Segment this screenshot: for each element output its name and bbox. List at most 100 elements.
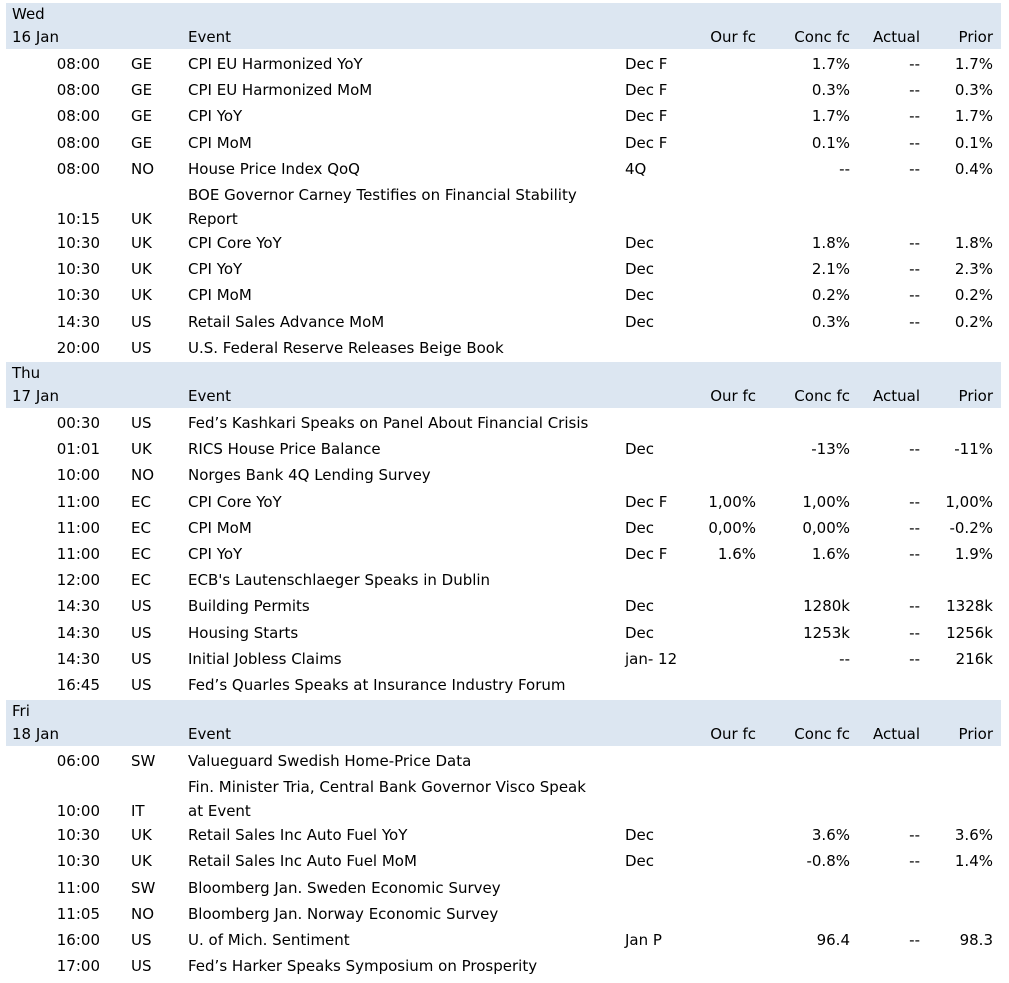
table-row: 06:00 SW Valueguard Swedish Home-Price Dat… <box>6 751 1001 777</box>
row-prior: 0.1% <box>954 133 993 152</box>
row-event: Fed’s Quarles Speaks at Insurance Indust… <box>188 676 566 694</box>
table-row: 08:00 GE CPI EU Harmonized YoY Dec F 1.7% -- 1… <box>6 54 1001 80</box>
row-event: CPI MoM <box>188 518 252 537</box>
row-actual: -- <box>909 159 920 178</box>
row-conc-fc: 0.2% <box>811 286 850 305</box>
row-period: jan- 12 <box>625 649 678 668</box>
table-row: 10:00 NO Norges Bank 4Q Lending Survey <box>6 465 1001 491</box>
row-event: Bloomberg Jan. Sweden Economic Survey <box>188 878 501 897</box>
row-event: CPI YoY <box>188 260 243 279</box>
row-conc-fc: 0,00% <box>802 518 850 537</box>
row-event: Retail Sales Inc Auto Fuel MoM <box>188 852 417 871</box>
header-actual: Actual <box>873 387 920 405</box>
row-period: Dec <box>625 518 655 537</box>
row-time: 11:00 <box>56 545 100 563</box>
row-period: Jan P <box>625 931 662 949</box>
day-header: Fri 18 Jan Event Our fc Conc fc Actual Prior <box>6 700 1001 746</box>
row-event: Bloomberg Jan. Norway Economic Survey <box>188 904 499 923</box>
table-row: 10:30 UK CPI Core YoY Dec 1.8% -- 1.8% <box>6 233 1001 259</box>
row-actual: -- <box>909 440 920 459</box>
row-period: Dec F <box>625 133 668 152</box>
row-country: US <box>131 676 152 694</box>
header-conc-fc: Conc fc <box>794 725 850 743</box>
row-country: UK <box>131 286 152 305</box>
table-row: 10:30 UK Retail Sales Inc Auto Fuel YoY Dec… <box>6 825 1001 851</box>
row-country: GE <box>131 107 153 126</box>
header-actual: Actual <box>873 28 920 46</box>
row-actual: -- <box>909 649 920 668</box>
row-time: 01:01 <box>56 440 100 459</box>
row-conc-fc: 96.4 <box>816 931 850 949</box>
row-actual: -- <box>909 518 920 537</box>
row-our-fc: 0,00% <box>708 518 756 537</box>
row-conc-fc: 1.7% <box>811 107 850 126</box>
row-actual: -- <box>909 133 920 152</box>
table-row: 17:00 US Fed’s Harker Speaks Symposium on … <box>6 956 1001 982</box>
row-conc-fc: 0.3% <box>811 312 850 331</box>
row-country: SW <box>131 752 156 770</box>
table-row: 08:00 GE CPI MoM Dec F 0.1% -- 0.1% <box>6 133 1001 159</box>
row-actual: -- <box>909 931 920 949</box>
table-row: 10:30 UK Retail Sales Inc Auto Fuel MoM Dec… <box>6 851 1001 877</box>
header-conc-fc: Conc fc <box>794 28 850 46</box>
row-event: Fin. Minister Tria, Central Bank Governo… <box>188 778 586 797</box>
row-country: NO <box>131 904 155 923</box>
row-country: US <box>131 338 152 357</box>
row-conc-fc: 3.6% <box>811 826 850 845</box>
row-event: U.S. Federal Reserve Releases Beige Book <box>188 338 504 357</box>
header-event: Event <box>188 725 231 743</box>
row-event: at Event <box>188 802 251 821</box>
row-time: 08:00 <box>56 159 100 178</box>
row-period: Dec F <box>625 81 668 100</box>
row-actual: -- <box>909 234 920 252</box>
row-prior: 1.7% <box>954 55 993 73</box>
row-prior: 1256k <box>946 623 993 642</box>
row-event: CPI MoM <box>188 286 252 305</box>
row-prior: 0.2% <box>954 312 993 331</box>
table-row: 00:30 US Fed’s Kashkari Speaks on Panel Ab… <box>6 413 1001 439</box>
row-country: US <box>131 649 152 668</box>
header-our-fc: Our fc <box>710 725 756 743</box>
row-prior: 1.7% <box>954 107 993 126</box>
table-row: 08:00 GE CPI YoY Dec F 1.7% -- 1.7% <box>6 106 1001 132</box>
table-row: 16:00 US U. of Mich. Sentiment Jan P 96.4 -- 9… <box>6 930 1001 956</box>
row-actual: -- <box>909 55 920 73</box>
row-event: ECB's Lautenschlaeger Speaks in Dublin <box>188 571 491 590</box>
row-conc-fc: 1.7% <box>811 55 850 73</box>
row-time: 16:00 <box>56 931 100 949</box>
row-event: Norges Bank 4Q Lending Survey <box>188 466 431 485</box>
row-event: Fed’s Kashkari Speaks on Panel About Fin… <box>188 414 589 432</box>
row-conc-fc: -- <box>839 649 850 668</box>
row-conc-fc: 0.3% <box>811 81 850 100</box>
day-header: Thu 17 Jan Event Our fc Conc fc Actual Prior <box>6 362 1001 408</box>
row-actual: -- <box>909 826 920 845</box>
row-country: EC <box>131 571 151 590</box>
table-row: 10:30 UK CPI MoM Dec 0.2% -- 0.2% <box>6 285 1001 311</box>
row-prior: 98.3 <box>959 931 993 949</box>
row-country: UK <box>131 210 152 228</box>
row-time: 08:00 <box>56 55 100 73</box>
row-time: 12:00 <box>56 571 100 590</box>
row-event: CPI EU Harmonized MoM <box>188 81 373 100</box>
row-time: 11:00 <box>56 492 100 511</box>
row-prior: 0.4% <box>954 159 993 178</box>
row-period: Dec <box>625 312 655 331</box>
row-country: UK <box>131 852 152 871</box>
row-prior: 1,00% <box>945 492 993 511</box>
row-conc-fc: 1280k <box>803 597 850 616</box>
row-event: House Price Index QoQ <box>188 159 360 178</box>
table-row: 12:00 EC ECB's Lautenschlaeger Speaks in D… <box>6 570 1001 596</box>
row-time: 10:30 <box>56 286 100 305</box>
row-conc-fc: 1.6% <box>811 545 850 563</box>
table-row: 20:00 US U.S. Federal Reserve Releases Bei… <box>6 338 1001 364</box>
row-event: U. of Mich. Sentiment <box>188 931 350 949</box>
row-country: GE <box>131 55 153 73</box>
table-row: 08:00 NO House Price Index QoQ 4Q -- -- 0.4% <box>6 159 1001 185</box>
row-time: 14:30 <box>56 597 100 616</box>
row-period: Dec <box>625 234 655 252</box>
row-country: UK <box>131 826 152 845</box>
row-event: BOE Governor Carney Testifies on Financi… <box>188 186 577 204</box>
header-prior: Prior <box>958 387 993 405</box>
row-event: Retail Sales Advance MoM <box>188 312 385 331</box>
